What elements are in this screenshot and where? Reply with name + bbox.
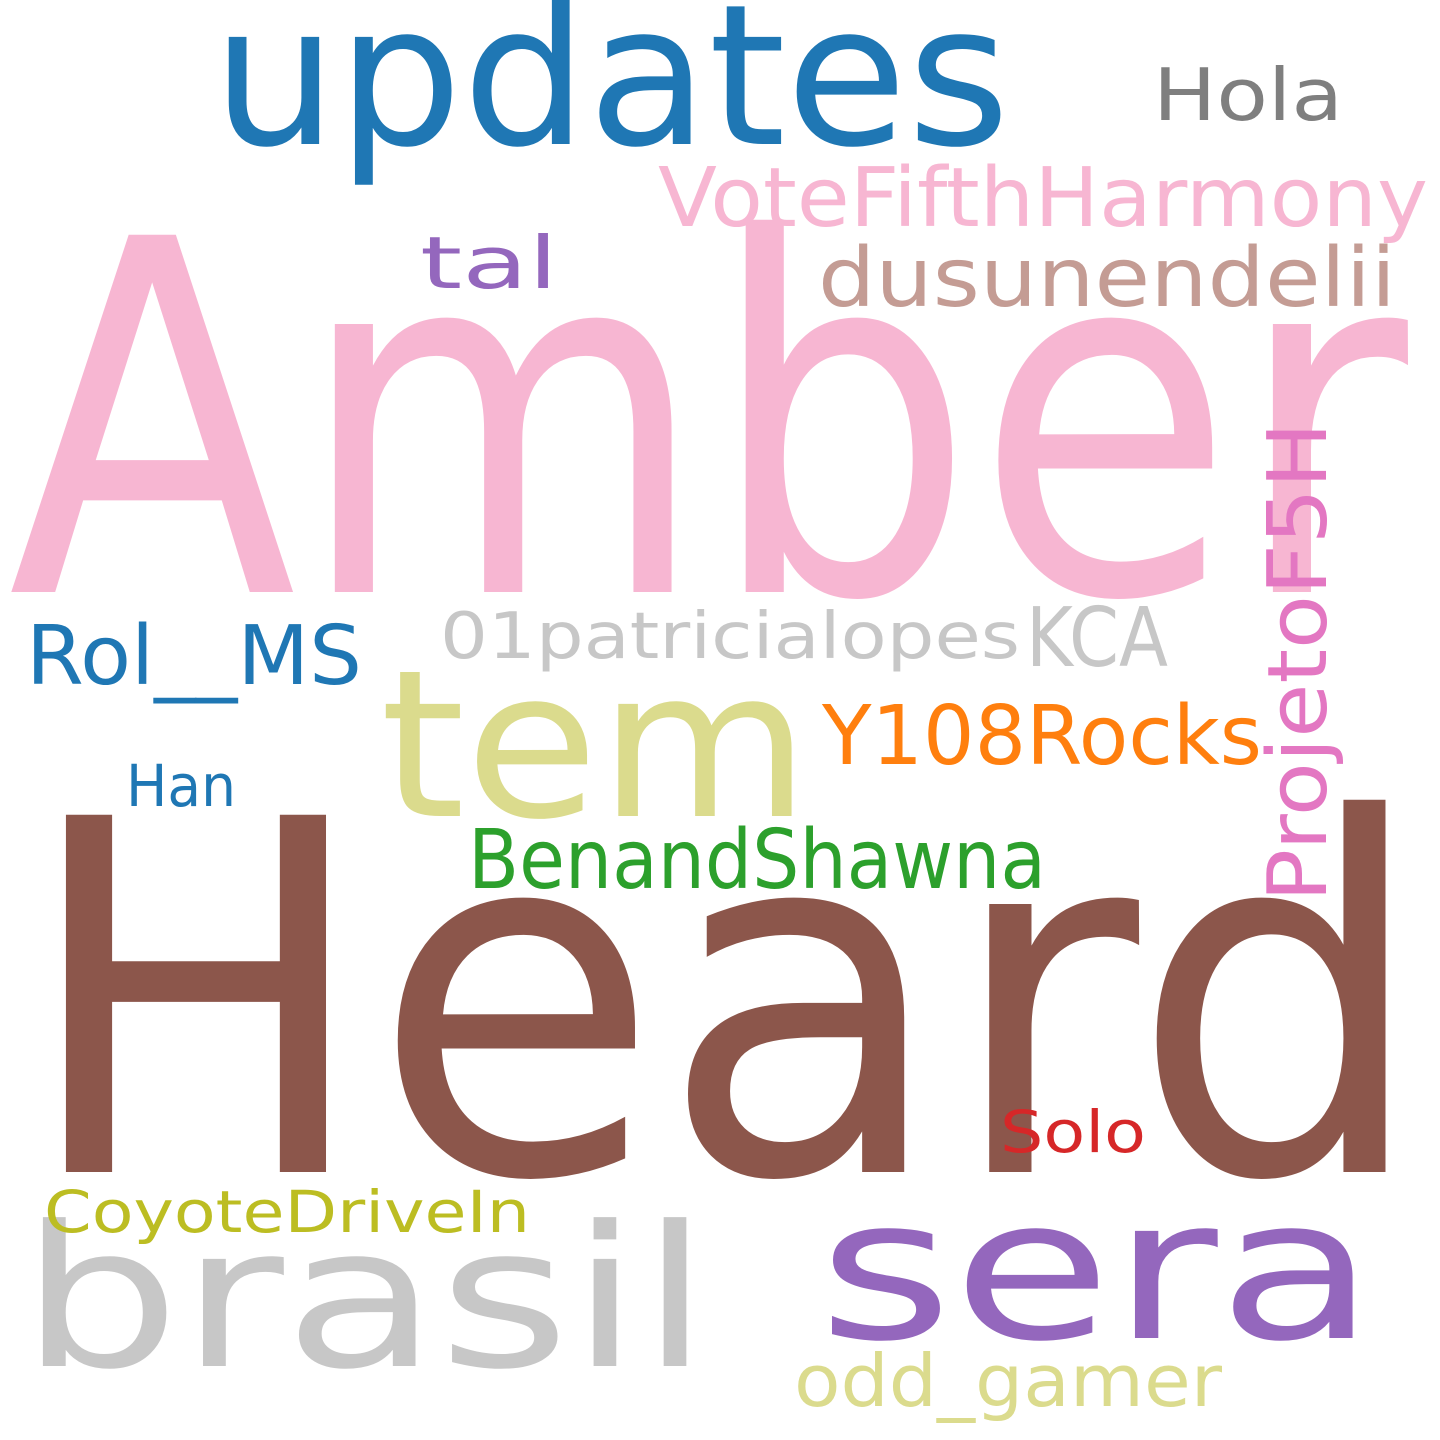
- word-updates: updates: [212, 0, 1010, 191]
- word-projetof5h: ProjetoF5H: [1251, 422, 1346, 902]
- word-kca: KCA: [1026, 591, 1168, 686]
- word-amber: Amber: [8, 137, 1413, 708]
- word-y108rocks: Y108Rocks: [821, 689, 1262, 784]
- word-hola: Hola: [1153, 53, 1343, 137]
- word-benandshawna: BenandShawna: [468, 813, 1046, 908]
- word-han: Han: [126, 752, 236, 820]
- word-solo: Solo: [1000, 1098, 1146, 1166]
- word-coyotedrivein: CoyoteDriveIn: [44, 1178, 530, 1246]
- word-brasil: brasil: [20, 1185, 710, 1413]
- word-01patricialopes: 01patricialopes: [440, 600, 1020, 674]
- word-heard: Heard: [20, 717, 1428, 1288]
- word-votefifthharmony: VoteFifthHarmony: [658, 151, 1428, 246]
- word-tal: tal: [420, 221, 558, 305]
- word-tem: tem: [380, 627, 810, 865]
- word-dusunendelii: dusunendelii: [818, 231, 1396, 326]
- word-sera: sera: [818, 1157, 1376, 1385]
- word-odd-gamer: odd_gamer: [794, 1339, 1222, 1423]
- word-rol-ms: Rol__MS: [26, 609, 362, 704]
